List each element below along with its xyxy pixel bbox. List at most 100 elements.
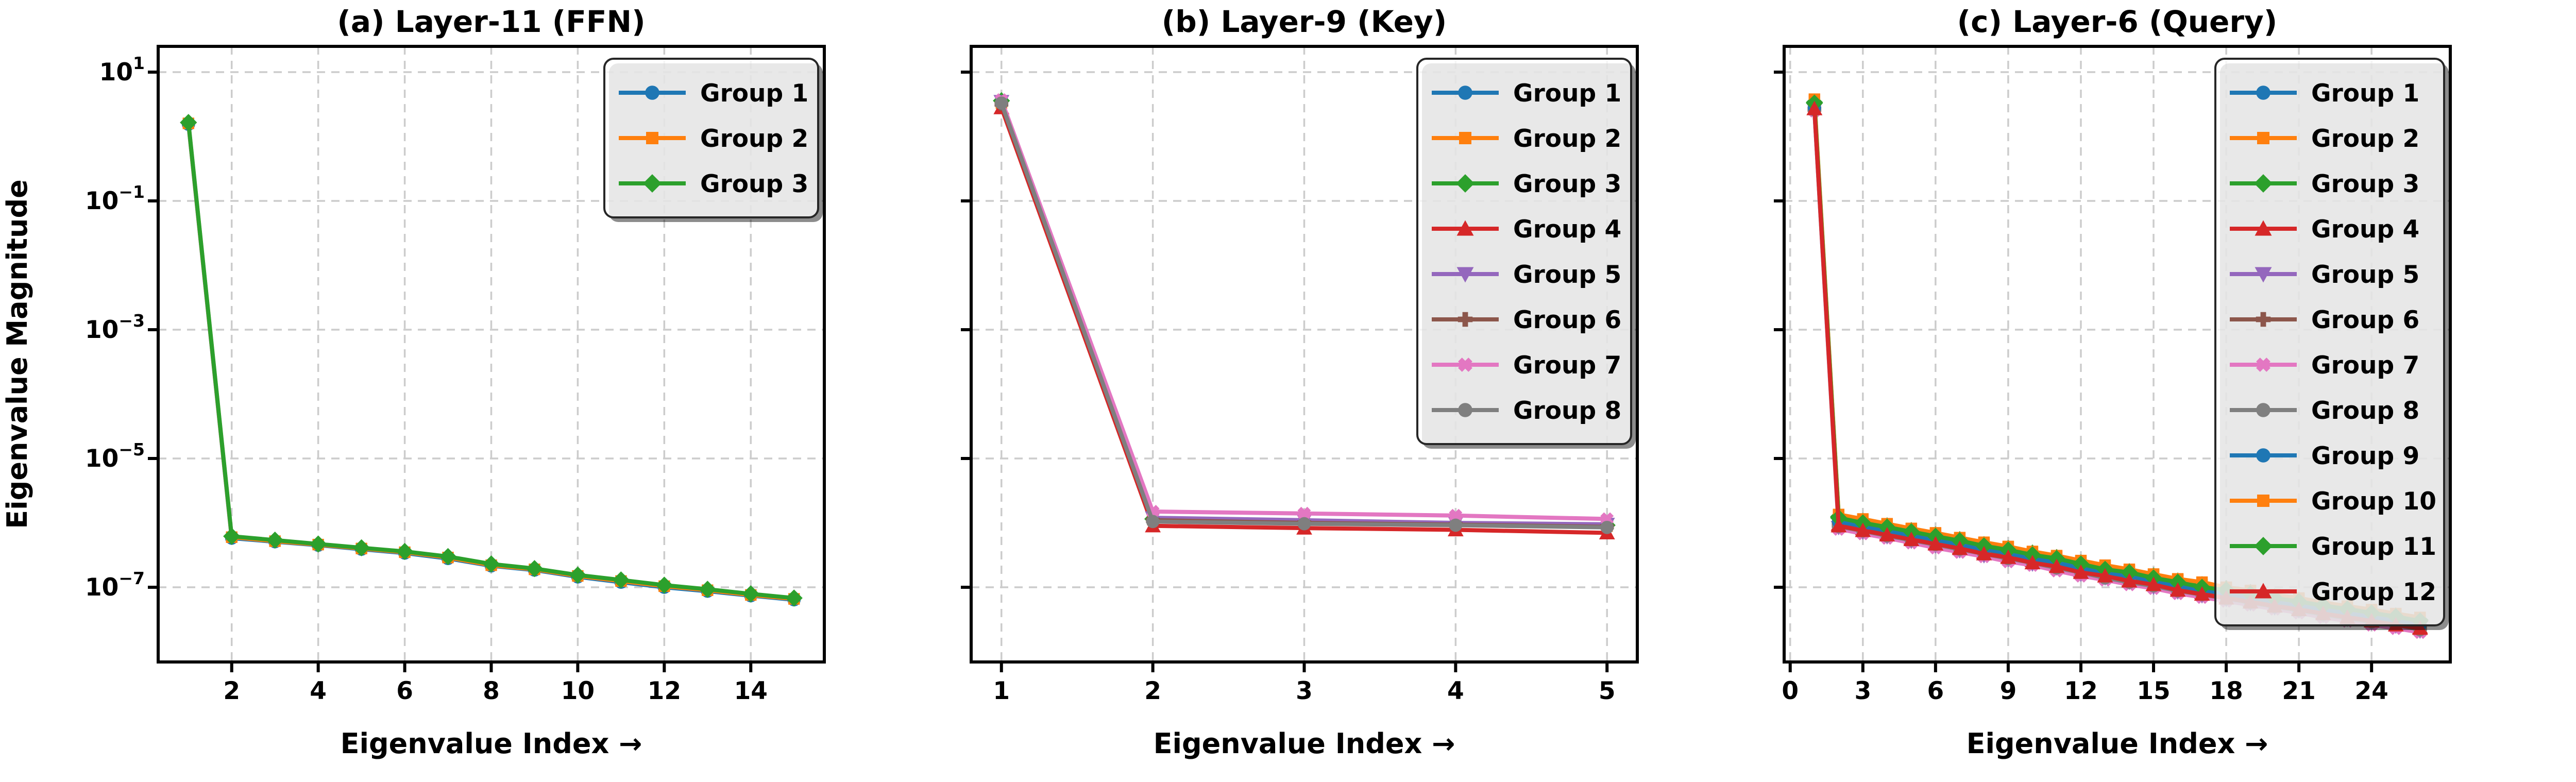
- legend-label: Group 11: [2311, 533, 2436, 561]
- legend-label: Group 7: [1513, 351, 1621, 380]
- legend-label: Group 2: [1513, 125, 1621, 153]
- triangle-up-marker: [2412, 620, 2428, 635]
- diamond-marker: [310, 535, 327, 553]
- triangle-up-marker: [1976, 546, 1992, 560]
- x-tick-label: 1: [993, 677, 1010, 705]
- legend-item: Group 10: [2230, 487, 2436, 516]
- triangle-up-marker: [2024, 555, 2041, 570]
- axes-frame: [1783, 45, 2452, 664]
- triangle-up-icon: [2255, 583, 2272, 599]
- triangle-up-marker: [1927, 536, 1944, 551]
- square-icon: [1459, 132, 1471, 144]
- x-tick-label: 9: [2000, 677, 2017, 705]
- diamond-marker: [180, 114, 197, 131]
- legend-item: Group 6: [1432, 306, 1621, 334]
- legend-box: [603, 58, 819, 218]
- diamond-marker: [482, 555, 500, 573]
- panel-title: (b) Layer-9 (Key): [1162, 4, 1447, 39]
- x-tick-label: 12: [648, 677, 681, 705]
- legend-label: Group 8: [2311, 397, 2419, 425]
- diamond-marker: [2048, 550, 2065, 567]
- x-tick-label: 10: [561, 677, 595, 705]
- legend-label: Group 5: [2311, 261, 2419, 289]
- legend-item: Group 8: [2230, 397, 2419, 425]
- circle-icon: [1458, 403, 1472, 417]
- legend-label: Group 7: [2311, 351, 2419, 380]
- legend-item: Group 5: [2230, 261, 2419, 289]
- circle-icon: [2256, 86, 2270, 100]
- legend-label: Group 10: [2311, 487, 2436, 516]
- diamond-marker: [569, 566, 587, 584]
- legend-label: Group 3: [700, 170, 808, 198]
- legend-item: Group 2: [619, 125, 808, 153]
- legend-item: Group 3: [619, 170, 808, 198]
- circle-icon: [1458, 86, 1472, 100]
- x-icon: [2256, 358, 2270, 372]
- circle-marker: [994, 96, 1008, 110]
- x-tick-label: 6: [396, 677, 413, 705]
- x-marker: [1297, 506, 1311, 520]
- legend-item: Group 3: [2230, 170, 2419, 198]
- triangle-down-icon: [2255, 267, 2272, 283]
- panel-title: (a) Layer-11 (FFN): [337, 4, 645, 39]
- diamond-marker: [396, 542, 414, 560]
- triangle-up-marker: [2073, 564, 2089, 579]
- y-tick-label: 10−7: [85, 568, 145, 602]
- x-axis-label: Eigenvalue Index →: [341, 727, 642, 760]
- x-tick-label: 3: [1854, 677, 1871, 705]
- legend-item: Group 2: [2230, 125, 2419, 153]
- triangle-up-marker: [2145, 576, 2162, 591]
- triangle-up-icon: [2255, 220, 2272, 236]
- y-tick-label: 10−3: [85, 311, 145, 344]
- panel-c: 0 3 6 9 12 15 18 21 24 (c) Layer-6 (Query) Eigenva…: [1774, 4, 2452, 760]
- legend: Group 1 Group 2 Group 3 Group 4 Group 5 Group…: [1416, 58, 1636, 449]
- x-tick-label: 4: [310, 677, 327, 705]
- diamond-marker: [1975, 537, 1993, 555]
- x-tick-label: 15: [2137, 677, 2170, 705]
- legend-label: Group 2: [700, 125, 808, 153]
- diamond-marker: [699, 581, 716, 598]
- x-tick-label: 0: [1782, 677, 1799, 705]
- diamond-marker: [2024, 546, 2041, 564]
- triangle-up-marker: [1879, 526, 1895, 541]
- legend-label: Group 4: [2311, 215, 2419, 244]
- triangle-up-marker: [2194, 586, 2210, 601]
- legend-label: Group 2: [2311, 125, 2419, 153]
- triangle-up-marker: [2097, 568, 2113, 583]
- diamond-marker: [785, 589, 803, 607]
- x-tick-label: 5: [1599, 677, 1616, 705]
- legend-item: Group 4: [1432, 215, 1621, 244]
- triangle-up-marker: [2121, 573, 2138, 588]
- plus-icon: [1458, 312, 1473, 327]
- triangle-up-marker: [1831, 518, 1847, 533]
- triangle-up-marker: [1806, 100, 1823, 115]
- triangle-up-marker: [1903, 532, 1920, 547]
- legend-box: [1416, 58, 1632, 445]
- x-axis-label: Eigenvalue Index →: [1154, 727, 1455, 760]
- circle-marker: [1146, 515, 1160, 529]
- x-tick-label: 14: [734, 677, 768, 705]
- x-tick-label: 18: [2209, 677, 2243, 705]
- legend-label: Group 9: [2311, 442, 2419, 470]
- legend-item: Group 4: [2230, 215, 2419, 244]
- ticks: 1 2 3 4 5: [961, 71, 1616, 705]
- legend-label: Group 1: [2311, 79, 2419, 108]
- legend-label: Group 12: [2311, 578, 2436, 606]
- panel-title: (c) Layer-6 (Query): [1957, 4, 2278, 39]
- triangle-up-marker: [2048, 558, 2065, 573]
- circle-icon: [2256, 403, 2270, 417]
- legend-item: Group 7: [1432, 351, 1621, 380]
- square-icon: [646, 132, 658, 144]
- square-icon: [2257, 132, 2269, 144]
- legend-item: Group 9: [2230, 442, 2419, 470]
- square-icon: [2257, 495, 2269, 507]
- legend: Group 1 Group 2 Group 3 Group 4 Group 5 Group…: [2214, 58, 2449, 630]
- series-group-3: [180, 114, 803, 607]
- legend-item: Group 7: [2230, 351, 2419, 380]
- diamond-marker: [439, 548, 457, 565]
- legend-item: Group 5: [1432, 261, 1621, 289]
- triangle-up-marker: [2170, 582, 2186, 597]
- legend-label: Group 8: [1513, 397, 1621, 425]
